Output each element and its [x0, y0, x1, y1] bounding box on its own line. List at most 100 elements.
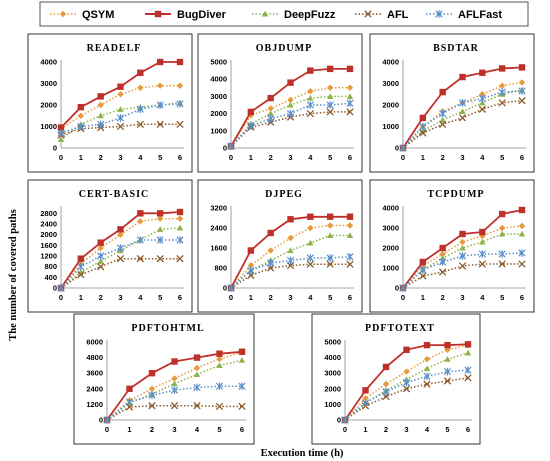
point-deepfuzz [518, 230, 526, 237]
y-tick-label: 1000 [382, 264, 399, 273]
point-deepfuzz [459, 244, 466, 251]
x-tick-label: 1 [249, 293, 253, 302]
x-tick-label: 0 [229, 293, 233, 302]
point-deepfuzz [479, 99, 486, 106]
point-bugdiver [247, 247, 255, 254]
point-bugdiver [419, 114, 427, 122]
x-tick-label: 1 [421, 293, 425, 302]
point-afl [458, 114, 467, 122]
x-tick-label: 0 [343, 425, 347, 434]
point-deepfuzz [464, 349, 472, 356]
point-afl [97, 263, 105, 271]
point-afl [116, 255, 125, 263]
point-bugdiver [326, 65, 334, 73]
point-aflfast [193, 383, 201, 392]
x-tick-label: 3 [404, 425, 408, 434]
point-deepfuzz [97, 112, 104, 119]
point-aflfast [458, 252, 467, 260]
point-bugdiver [148, 370, 156, 377]
point-bugdiver [423, 341, 431, 349]
panel-pdftohtml: PDFTOHTML 0 1200 2400 3600 4800 6000 0 1 2 3 4 5 6 [73, 313, 255, 445]
x-tick-label: 0 [401, 293, 405, 302]
point-qsym [287, 96, 294, 104]
legend-marker-qsym [59, 10, 67, 18]
x-tick-label: 4 [308, 293, 313, 302]
x-tick-label: 2 [441, 293, 445, 302]
y-tick-label: 400 [44, 273, 57, 282]
point-aflfast [399, 284, 407, 292]
point-afl [238, 402, 246, 411]
point-bugdiver [382, 363, 390, 371]
point-aflfast [267, 259, 275, 267]
legend-label-qsym: QSYM [82, 9, 114, 21]
point-qsym [439, 250, 446, 258]
point-afl [439, 120, 447, 129]
x-tick-label: 0 [59, 153, 63, 162]
point-aflfast [478, 94, 486, 103]
point-aflfast [286, 109, 295, 118]
point-afl [439, 268, 447, 276]
point-bugdiver [137, 210, 144, 217]
x-tick-label: 5 [217, 425, 221, 434]
point-aflfast [136, 236, 144, 244]
x-tick-label: 2 [150, 425, 154, 434]
x-tick-label: 2 [441, 153, 445, 162]
point-deepfuzz [156, 226, 164, 232]
point-aflfast [77, 122, 85, 131]
panel-title-pdftohtml: PDFTOHTML [131, 323, 204, 334]
y-tick-label: 0 [53, 284, 57, 293]
x-tick-label: 0 [105, 425, 109, 434]
point-aflfast [326, 254, 334, 262]
point-aflfast [77, 262, 85, 271]
point-bugdiver [439, 244, 446, 252]
point-aflfast [439, 109, 447, 118]
y-tick-label: 4000 [210, 75, 227, 84]
point-qsym [307, 224, 314, 232]
point-bugdiver [439, 88, 446, 96]
point-aflfast [498, 250, 506, 258]
y-tick-label: 1200 [40, 252, 57, 261]
panel-title-pdftotext: PDFTOTEXT [365, 323, 435, 334]
point-aflfast [346, 99, 354, 108]
point-aflfast [97, 252, 105, 260]
x-tick-label: 1 [421, 153, 425, 162]
x-tick-label: 3 [460, 153, 464, 162]
point-aflfast [136, 105, 144, 114]
x-tick-label: 1 [79, 153, 83, 162]
point-aflfast [419, 266, 427, 274]
y-tick-label: 4000 [382, 58, 399, 67]
x-tick-label: 6 [520, 153, 524, 162]
point-deepfuzz [444, 355, 451, 362]
x-tick-label: 2 [269, 293, 273, 302]
y-tick-label: 4000 [382, 204, 399, 213]
point-qsym [156, 215, 164, 222]
point-afl [125, 403, 134, 411]
point-deepfuzz [57, 136, 65, 142]
point-afl [215, 402, 224, 411]
x-tick-label: 1 [249, 153, 253, 162]
x-tick-label: 4 [138, 293, 143, 302]
point-afl [170, 402, 179, 410]
point-bugdiver [156, 210, 164, 217]
point-bugdiver [193, 354, 201, 361]
point-bugdiver [518, 206, 526, 214]
point-aflfast [306, 101, 314, 109]
y-tick-label: 2400 [40, 220, 57, 229]
point-afl [458, 262, 467, 270]
point-aflfast [419, 122, 427, 131]
point-qsym [307, 88, 314, 95]
point-afl [156, 255, 164, 263]
point-aflfast [341, 416, 349, 424]
point-qsym [498, 82, 506, 89]
point-qsym [97, 101, 104, 109]
point-qsym [137, 218, 144, 225]
y-tick-label: 0 [99, 416, 103, 425]
panel-objdump: OBJDUMP 0 1000 2000 3000 4000 5000 0 1 2 3 4 5 6 [197, 33, 363, 173]
panel-frame-readelf [27, 33, 193, 173]
point-qsym [247, 262, 255, 269]
point-qsym [117, 91, 124, 98]
point-qsym [382, 380, 390, 388]
point-afl [176, 120, 184, 129]
y-tick-label: 3000 [40, 79, 57, 88]
point-aflfast [156, 236, 164, 244]
